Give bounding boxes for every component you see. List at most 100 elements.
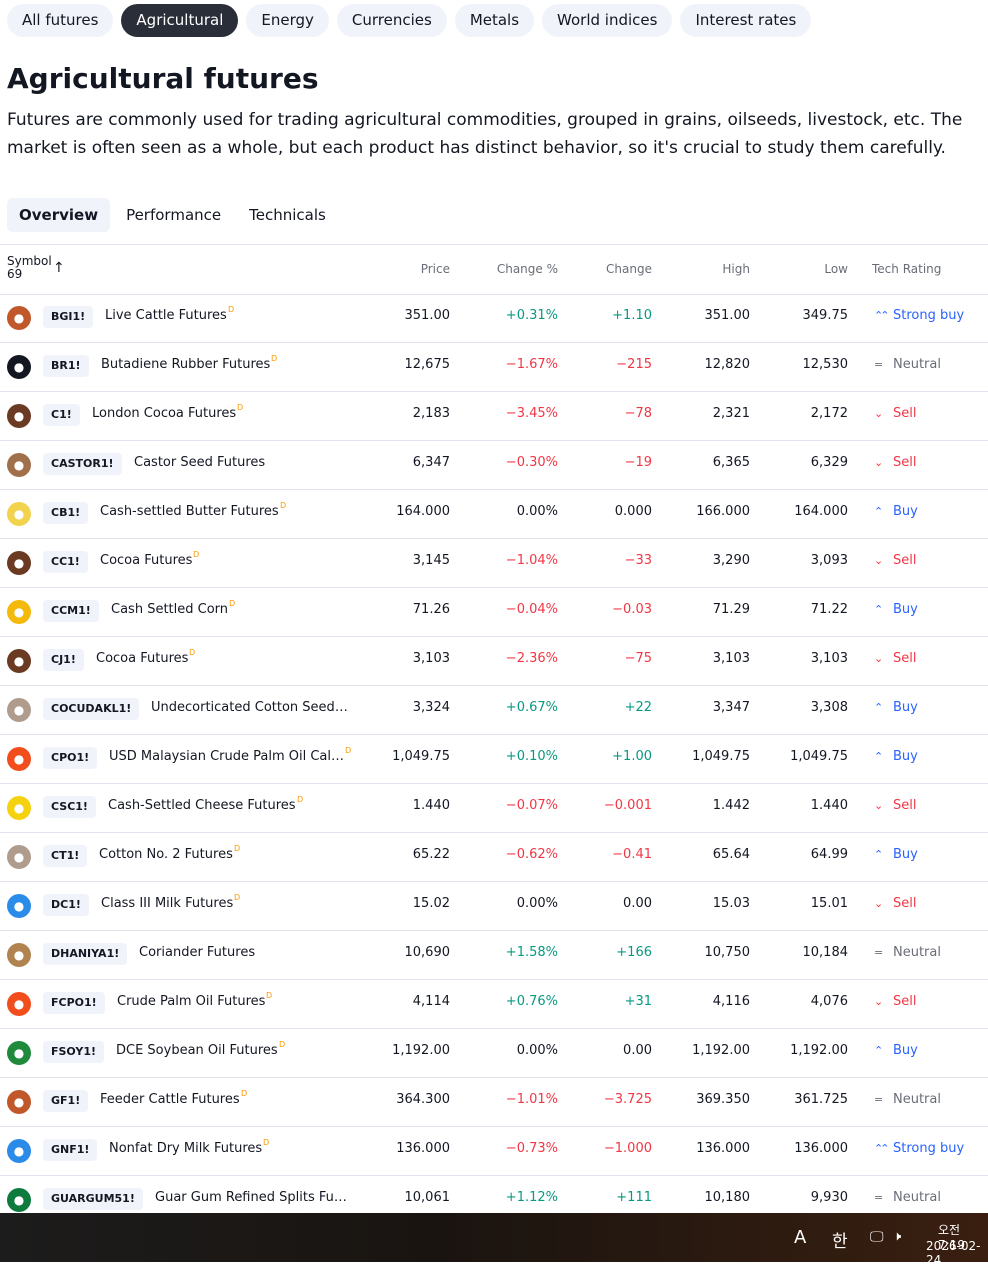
tech-rating-cell[interactable]: ⌃⌃ Strong buy bbox=[874, 308, 964, 323]
tech-rating-cell[interactable]: ⌃ Buy bbox=[874, 504, 918, 519]
table-row[interactable]: ● GUARGUM51! Guar Gum Refined Splits Futur… bbox=[0, 1176, 988, 1225]
symbol-name-link[interactable]: Butadiene Rubber Futures bbox=[101, 357, 271, 372]
filter-pill-agricultural[interactable]: Agricultural bbox=[121, 4, 239, 37]
symbol-name-link[interactable]: Cash-settled Butter Futures bbox=[100, 504, 279, 519]
table-row[interactable]: ● FSOY1! DCE Soybean Oil Futures D 1,192.00 0… bbox=[0, 1029, 988, 1078]
speaker-icon[interactable]: 🕨 bbox=[893, 1229, 902, 1244]
filter-pill-all-futures[interactable]: All futures bbox=[7, 4, 114, 37]
symbol-ticker-badge[interactable]: FCPO1! bbox=[43, 992, 105, 1014]
symbol-ticker-badge[interactable]: CT1! bbox=[43, 845, 88, 867]
tech-rating-cell[interactable]: ⌃ Buy bbox=[874, 602, 918, 617]
symbol-ticker-badge[interactable]: COCUDAKL1! bbox=[43, 698, 140, 720]
clock-time[interactable]: 오전 7:19 bbox=[938, 1223, 965, 1252]
symbol-name-link[interactable]: Feeder Cattle Futures bbox=[100, 1092, 240, 1107]
symbol-name-link[interactable]: Nonfat Dry Milk Futures bbox=[109, 1141, 263, 1156]
filter-pill-metals[interactable]: Metals bbox=[454, 4, 535, 37]
symbol-ticker-badge[interactable]: DC1! bbox=[43, 894, 89, 916]
table-row[interactable]: ● CPO1! USD Malaysian Crude Palm Oil Cale…… bbox=[0, 735, 988, 784]
tech-rating-cell[interactable]: ⌄ Sell bbox=[874, 651, 916, 666]
ime-mode-indicator[interactable]: A bbox=[794, 1227, 807, 1248]
symbol-ticker-badge[interactable]: GUARGUM51! bbox=[43, 1188, 143, 1210]
change-percent-column-header[interactable]: Change % bbox=[496, 262, 558, 276]
symbol-name-link[interactable]: Castor Seed Futures bbox=[134, 455, 266, 470]
tech-rating-column-header[interactable]: Tech Rating bbox=[872, 262, 942, 276]
tech-rating-cell[interactable]: ⌄ Sell bbox=[874, 798, 916, 813]
table-row[interactable]: ● CJ1! Cocoa Futures D 3,103 −2.36% −75 3,103 3,… bbox=[0, 637, 988, 686]
table-row[interactable]: ● GF1! Feeder Cattle Futures D 364.300 −1.01%… bbox=[0, 1078, 988, 1127]
tab-technicals[interactable]: Technicals bbox=[249, 206, 326, 224]
symbol-ticker-badge[interactable]: CPO1! bbox=[43, 747, 98, 769]
tech-rating-cell[interactable]: ⌃ Buy bbox=[874, 700, 918, 715]
symbol-ticker-badge[interactable]: BGI1! bbox=[43, 306, 94, 328]
table-row[interactable]: ● DC1! Class III Milk Futures D 15.02 0.00% 0.… bbox=[0, 882, 988, 931]
symbol-ticker-badge[interactable]: CC1! bbox=[43, 551, 88, 573]
table-row[interactable]: ● COCUDAKL1! Undecorticated Cotton Seed Oi… bbox=[0, 686, 988, 735]
symbol-ticker-badge[interactable]: GNF1! bbox=[43, 1139, 98, 1161]
tech-rating-cell[interactable]: ⌄ Sell bbox=[874, 406, 916, 421]
tech-rating-cell[interactable]: ⌄ Sell bbox=[874, 553, 916, 568]
symbol-column-header[interactable]: Symbol 69 bbox=[7, 254, 52, 281]
symbol-ticker-badge[interactable]: GF1! bbox=[43, 1090, 89, 1112]
symbol-name-link[interactable]: DCE Soybean Oil Futures bbox=[116, 1043, 278, 1058]
table-row[interactable]: ● DHANIYA1! Coriander Futures 10,690 +1.58% +… bbox=[0, 931, 988, 980]
change-column-header[interactable]: Change bbox=[606, 262, 652, 276]
symbol-name-link[interactable]: Cocoa Futures bbox=[100, 553, 193, 568]
symbol-name-link[interactable]: USD Malaysian Crude Palm Oil Cale… bbox=[109, 749, 348, 764]
table-row[interactable]: ● BGI1! Live Cattle Futures D 351.00 +0.31% +1… bbox=[0, 294, 988, 343]
table-row[interactable]: ● CC1! Cocoa Futures D 3,145 −1.04% −33 3,290 3,… bbox=[0, 539, 988, 588]
ime-language-indicator[interactable]: 한 bbox=[832, 1232, 848, 1252]
tech-rating-cell[interactable]: = Neutral bbox=[874, 1092, 941, 1107]
table-row[interactable]: ● CSC1! Cash-Settled Cheese Futures D 1.440 −… bbox=[0, 784, 988, 833]
filter-pill-world-indices[interactable]: World indices bbox=[542, 4, 673, 37]
symbol-ticker-badge[interactable]: DHANIYA1! bbox=[43, 943, 128, 965]
symbol-name-link[interactable]: Undecorticated Cotton Seed Oi… bbox=[151, 700, 348, 715]
tab-overview[interactable]: Overview bbox=[7, 198, 111, 232]
tech-rating-cell[interactable]: ⌃ Buy bbox=[874, 847, 918, 862]
symbol-name-link[interactable]: London Cocoa Futures bbox=[92, 406, 237, 421]
symbol-name-link[interactable]: Crude Palm Oil Futures bbox=[117, 994, 266, 1009]
tech-rating-cell[interactable]: = Neutral bbox=[874, 357, 941, 372]
tech-rating-cell[interactable]: ⌄ Sell bbox=[874, 896, 916, 911]
symbol-name-link[interactable]: Coriander Futures bbox=[139, 945, 256, 960]
symbol-ticker-badge[interactable]: CB1! bbox=[43, 502, 89, 524]
symbol-ticker-badge[interactable]: CASTOR1! bbox=[43, 453, 122, 475]
table-row[interactable]: ● BR1! Butadiene Rubber Futures D 12,675 −1.6… bbox=[0, 343, 988, 392]
low-column-header[interactable]: Low bbox=[824, 262, 848, 276]
table-row[interactable]: ● FCPO1! Crude Palm Oil Futures D 4,114 +0.76… bbox=[0, 980, 988, 1029]
tech-rating-cell[interactable]: = Neutral bbox=[874, 1190, 941, 1205]
filter-pill-currencies[interactable]: Currencies bbox=[336, 4, 447, 37]
high-column-header[interactable]: High bbox=[722, 262, 750, 276]
symbol-name-link[interactable]: Cocoa Futures bbox=[96, 651, 189, 666]
sort-arrow-up-icon[interactable]: ↑ bbox=[53, 260, 65, 276]
filter-pill-energy[interactable]: Energy bbox=[246, 4, 329, 37]
tech-rating-cell[interactable]: ⌄ Sell bbox=[874, 994, 916, 1009]
symbol-name-link[interactable]: Cash Settled Corn bbox=[111, 602, 229, 617]
symbol-ticker-badge[interactable]: FSOY1! bbox=[43, 1041, 105, 1063]
table-row[interactable]: ● GNF1! Nonfat Dry Milk Futures D 136.000 −0.… bbox=[0, 1127, 988, 1176]
symbol-ticker-badge[interactable]: BR1! bbox=[43, 355, 89, 377]
price-column-header[interactable]: Price bbox=[420, 262, 450, 276]
symbol-ticker-badge[interactable]: C1! bbox=[43, 404, 80, 426]
table-row[interactable]: ● CCM1! Cash Settled Corn D 71.26 −0.04% −0.03… bbox=[0, 588, 988, 637]
network-icon[interactable]: 🖵 bbox=[870, 1229, 884, 1245]
tech-rating-cell[interactable]: ⌃ Buy bbox=[874, 1043, 918, 1058]
symbol-name-link[interactable]: Guar Gum Refined Splits Futures bbox=[155, 1190, 348, 1205]
table-row[interactable]: ● CASTOR1! Castor Seed Futures 6,347 −0.30% −… bbox=[0, 441, 988, 490]
table-row[interactable]: ● CT1! Cotton No. 2 Futures D 65.22 −0.62% −0.… bbox=[0, 833, 988, 882]
tech-rating-cell[interactable]: = Neutral bbox=[874, 945, 941, 960]
symbol-ticker-badge[interactable]: CCM1! bbox=[43, 600, 99, 622]
filter-pill-interest-rates[interactable]: Interest rates bbox=[680, 4, 812, 37]
symbol-name-link[interactable]: Live Cattle Futures bbox=[105, 308, 227, 323]
table-row[interactable]: ● CB1! Cash-settled Butter Futures D 164.000… bbox=[0, 490, 988, 539]
symbol-ticker-badge[interactable]: CSC1! bbox=[43, 796, 96, 818]
tech-rating-cell[interactable]: ⌄ Sell bbox=[874, 455, 916, 470]
clock-date[interactable]: 2026-02-24 bbox=[926, 1239, 981, 1267]
table-row[interactable]: ● C1! London Cocoa Futures D 2,183 −3.45% −78 2… bbox=[0, 392, 988, 441]
symbol-name-link[interactable]: Cash-Settled Cheese Futures bbox=[108, 798, 296, 813]
tech-rating-cell[interactable]: ⌃ Buy bbox=[874, 749, 918, 764]
symbol-name-link[interactable]: Class III Milk Futures bbox=[101, 896, 234, 911]
symbol-name-link[interactable]: Cotton No. 2 Futures bbox=[99, 847, 233, 862]
tab-performance[interactable]: Performance bbox=[126, 206, 222, 224]
tech-rating-cell[interactable]: ⌃⌃ Strong buy bbox=[874, 1141, 964, 1156]
symbol-ticker-badge[interactable]: CJ1! bbox=[43, 649, 84, 671]
